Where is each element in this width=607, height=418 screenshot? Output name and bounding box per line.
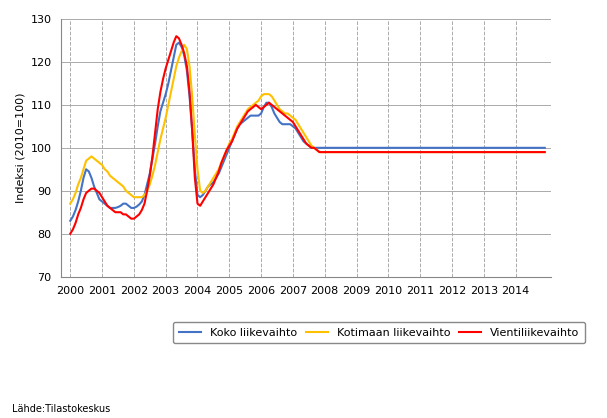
Koko liikevaihto (490, 145, 498, 150)
Vientiliikevaihto (541, 150, 548, 155)
Kotimaan liikevaihto (164, 102, 172, 107)
Vientiliikevaihto (164, 57, 172, 62)
Line: Vientiliikevaihto: Vientiliikevaihto (70, 36, 544, 234)
Koko liikevaihto (541, 145, 548, 150)
Koko liikevaihto (75, 199, 82, 204)
Koko liikevaihto (175, 40, 183, 45)
Y-axis label: Indeksi (2010=100): Indeksi (2010=100) (15, 92, 25, 203)
Kotimaan liikevaihto (541, 150, 548, 155)
Kotimaan liikevaihto (67, 201, 74, 206)
Vientiliikevaihto (528, 150, 535, 155)
Koko liikevaihto (122, 201, 129, 206)
Vientiliikevaihto (172, 34, 180, 39)
Legend: Koko liikevaihto, Kotimaan liikevaihto, Vientiliikevaihto: Koko liikevaihto, Kotimaan liikevaihto, … (173, 322, 585, 343)
Vientiliikevaihto (67, 231, 74, 236)
Line: Koko liikevaihto: Koko liikevaihto (70, 43, 544, 221)
Koko liikevaihto (249, 113, 257, 118)
Kotimaan liikevaihto (528, 150, 535, 155)
Koko liikevaihto (528, 145, 535, 150)
Text: Lähde:Tilastokeskus: Lähde:Tilastokeskus (12, 404, 110, 414)
Vientiliikevaihto (122, 212, 129, 217)
Kotimaan liikevaihto (490, 150, 498, 155)
Line: Kotimaan liikevaihto: Kotimaan liikevaihto (70, 45, 544, 204)
Kotimaan liikevaihto (75, 182, 82, 187)
Vientiliikevaihto (75, 212, 82, 217)
Kotimaan liikevaihto (249, 102, 257, 107)
Kotimaan liikevaihto (181, 42, 188, 47)
Vientiliikevaihto (249, 104, 257, 110)
Koko liikevaihto (67, 218, 74, 223)
Kotimaan liikevaihto (122, 188, 129, 193)
Vientiliikevaihto (490, 150, 498, 155)
Koko liikevaihto (164, 81, 172, 86)
